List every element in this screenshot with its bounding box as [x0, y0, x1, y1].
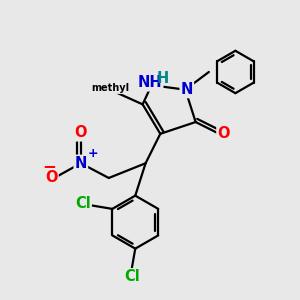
Text: −: − — [42, 158, 56, 175]
Text: O: O — [218, 126, 230, 141]
Text: Cl: Cl — [75, 196, 91, 211]
Text: N: N — [181, 82, 193, 97]
Text: +: + — [87, 147, 98, 160]
Text: N: N — [75, 156, 87, 171]
Text: O: O — [45, 170, 58, 185]
Text: H: H — [157, 71, 169, 86]
Text: NH: NH — [138, 75, 162, 90]
Text: methyl: methyl — [91, 83, 129, 93]
Text: O: O — [75, 125, 87, 140]
Text: Cl: Cl — [124, 269, 140, 284]
